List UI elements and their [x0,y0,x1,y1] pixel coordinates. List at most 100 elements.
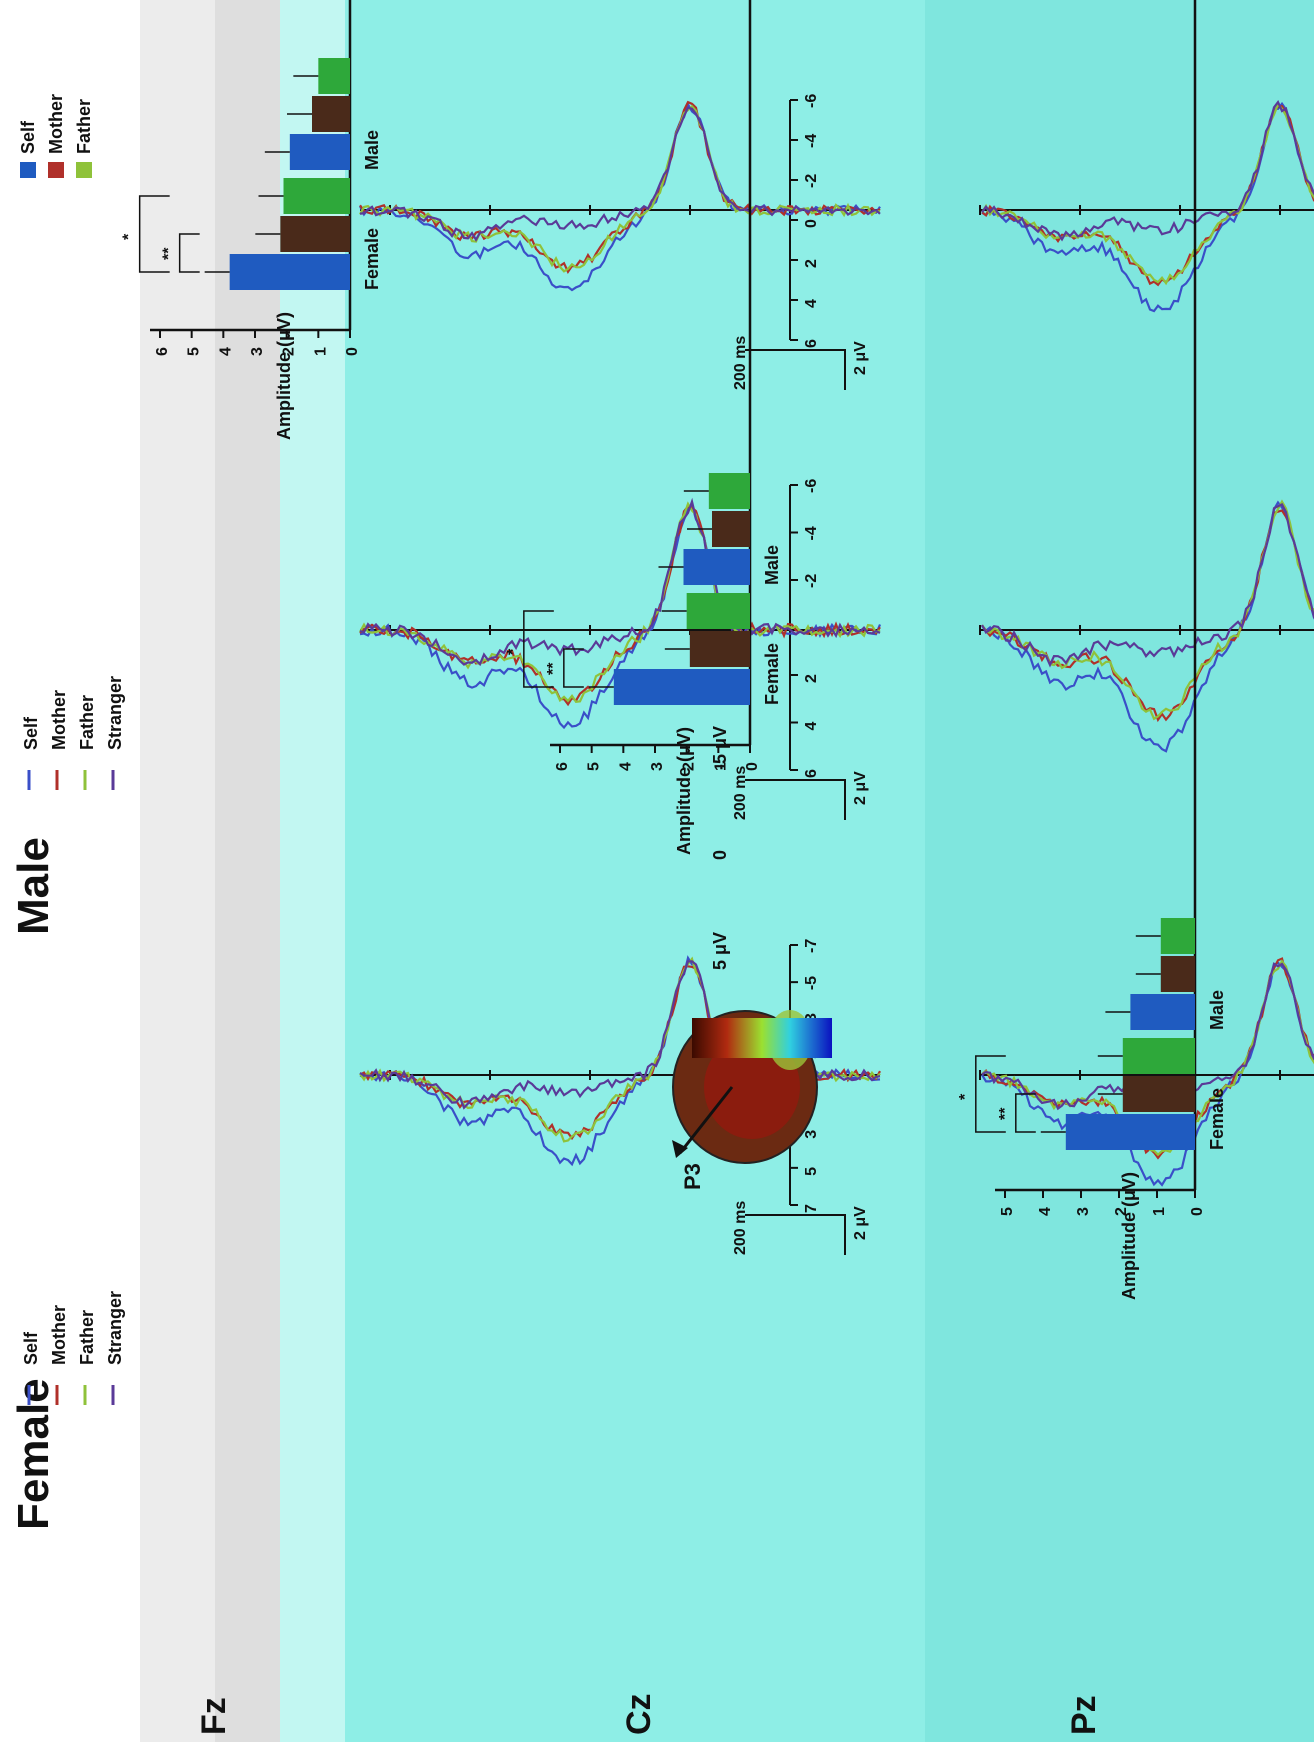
sig-single: * [121,233,138,240]
erp-legend-female: Self Mother Father Stranger [21,1291,125,1405]
bar-tick-label: 5 [586,762,603,771]
bar-tick-label-text: 4 [617,762,634,771]
label-fz: Fz [195,1697,233,1735]
sig-double: ** [997,1107,1014,1120]
erp-legend-male: Self Mother Father Stranger [21,676,125,790]
bar-tick-label: 0 [344,347,361,356]
sig-double: ** [161,247,178,260]
legend-label-stranger-text: Stranger [105,676,125,750]
sig-double-text: ** [161,247,178,260]
header-male-text: Male [9,837,58,935]
sig-bracket-double [563,648,584,688]
erp-trace-stranger [359,497,881,667]
label-pz: Pz [1065,1695,1103,1735]
erp-trace-self [981,101,1314,313]
bar-legend-label-self: Self [18,120,38,154]
bar-legend-label-mother-text: Mother [46,94,66,154]
bar-tick-label: 3 [1075,1207,1092,1216]
erp-scale-time-text: 200 ms [732,336,749,390]
erp-scale-time: 200 ms [732,336,749,390]
erp-trace-self [981,961,1314,1187]
bar-legend-swatch-self [20,162,36,178]
bg-band-light [280,0,350,1742]
erp-tick-label-text: 2 [803,674,820,683]
bar-tick-label-text: 3 [249,347,266,356]
erp-scale-bar [745,349,846,390]
bar-tick-label: 5 [186,347,203,356]
erp-trace-father [981,499,1314,721]
bar-tick-label: 3 [649,762,666,771]
erp-scale-time: 200 ms [732,766,749,820]
topo-colorbar [692,1018,832,1058]
erp-trace-father [359,501,881,703]
bar-legend: Self Mother Father [18,94,94,178]
erp-tick-label-text: 7 [803,1204,820,1213]
erp-cz-male: -6 -4 -2 0 2 4 6 2 μV 200 ms [359,479,882,820]
bar-tick-label: 1 [312,347,329,356]
label-pz-text: Pz [1065,1695,1103,1735]
sig-double-text: ** [545,662,562,675]
sig-double: ** [545,662,562,675]
bar-tick-label-text: 2 [1113,1207,1130,1216]
topo-scale-neg5: -5 μV [710,726,730,770]
bar-mother-male [312,96,350,132]
bar-tick-label-text: 4 [1037,1207,1054,1216]
bar-group-label: Female [1207,1088,1227,1150]
erp-tick-label: 6 [803,339,820,348]
legend-label-self-text: Self [21,1331,41,1365]
bar-mother-male [1160,956,1195,992]
bar-tick-label: 1 [712,762,729,771]
bar-group-label-text: Male [762,545,782,585]
erp-tick-label-text: -4 [803,526,820,540]
bar-tick-label: 6 [554,762,571,771]
legend-label-stranger: Stranger [105,1291,125,1365]
erp-scale-bar [745,779,846,820]
erp-scale-amp-text: 2 μV [852,1206,869,1240]
bar-legend-label-self-text: Self [18,120,38,154]
topo-scale-0: 0 [710,850,730,860]
bar-tick-label: 4 [217,347,234,356]
topo-map: P3 5 μV 0 -5 μV [672,726,832,1190]
erp-tick-label: -6 [803,94,820,108]
erp-scale-amp: 2 μV [852,1206,869,1240]
erp-tick-label-text: 3 [803,1130,820,1139]
erp-tick-label-text: 5 [803,1167,820,1176]
legend-label-father: Father [77,1310,97,1365]
bar-ylabel: Amplitude (μV) [1119,1172,1139,1300]
header-female: Female [9,1378,58,1530]
bar-father-female [686,593,750,629]
bar-self-male [289,134,350,170]
topo-arrow [678,1086,734,1154]
erp-tick-label: 3 [803,1130,820,1139]
bar-tick-label: 0 [1189,1207,1206,1216]
bar-group-label-text: Female [362,228,382,290]
erp-tick-label-text: 0 [803,219,820,228]
erp-scale-amp: 2 μV [852,771,869,805]
erp-tick-label: 4 [803,722,820,731]
bar-father-male [1160,918,1195,954]
legend-label-mother-text: Mother [49,1305,69,1365]
bar-tick-label: 3 [249,347,266,356]
bar-father-female [283,178,350,214]
erp-tick-label: -7 [803,939,820,953]
bar-tick-label: 2 [681,762,698,771]
bar-mother-female [689,631,750,667]
erp-tick-label: 5 [803,1167,820,1176]
bar-self-female [1065,1114,1195,1150]
sig-bracket-double [1015,1093,1036,1133]
bar-tick-label-text: 0 [744,762,761,771]
topo-arrowhead [672,1140,688,1158]
bar-tick-label-text: 2 [281,347,298,356]
bar-mother-female [280,216,350,252]
bar-self-male [1130,994,1195,1030]
bar-tick-label: 2 [1113,1207,1130,1216]
erp-tick-label: 0 [803,627,820,636]
svg-text:5 μV: 5 μV [710,932,730,970]
legend-label-self: Self [21,716,41,750]
sig-bracket-single [138,195,170,273]
bar-tick-label-text: 5 [186,347,203,356]
